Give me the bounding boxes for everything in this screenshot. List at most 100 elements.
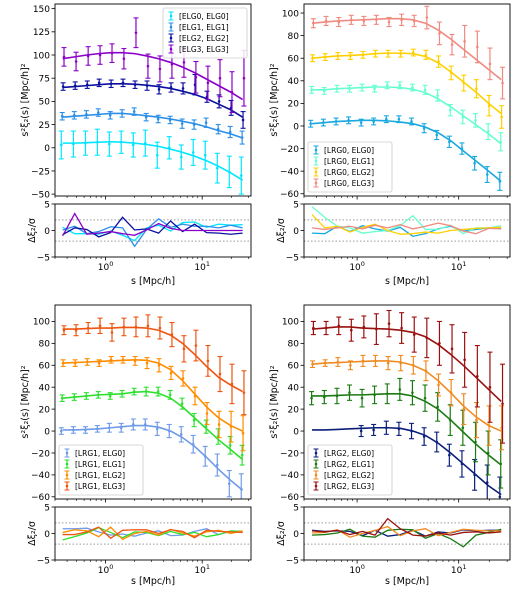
data-point xyxy=(131,143,135,147)
model-line-4 xyxy=(311,326,502,403)
residual-y-tick-label: 0 xyxy=(44,227,50,237)
data-point xyxy=(227,482,231,485)
y-tick-label: −40 xyxy=(280,471,299,481)
residual-y-axis-label: Δξ₂/σ xyxy=(27,521,38,546)
data-point xyxy=(400,326,403,330)
data-point xyxy=(424,53,428,57)
legend-label: [LRG2, ELG0] xyxy=(324,449,374,458)
residual-line-3 xyxy=(311,214,502,235)
data-point xyxy=(449,391,453,394)
y-tick-label: 60 xyxy=(288,362,300,372)
residual-line-4 xyxy=(62,526,243,540)
data-point xyxy=(450,43,454,46)
model-line-3 xyxy=(311,52,502,115)
y-tick-label: 20 xyxy=(288,405,300,415)
y-tick-label: −40 xyxy=(280,167,299,177)
data-point xyxy=(145,84,149,87)
y-tick-label: 80 xyxy=(288,340,300,350)
data-point xyxy=(179,155,183,159)
data-point xyxy=(157,363,161,367)
data-point xyxy=(349,54,352,58)
legend-label: [LRG0, ELG3] xyxy=(324,179,374,188)
data-point xyxy=(242,76,246,80)
data-point xyxy=(85,83,89,86)
data-point xyxy=(191,442,195,446)
data-point xyxy=(73,361,77,365)
data-point xyxy=(84,141,87,145)
data-point xyxy=(182,347,186,351)
data-point xyxy=(349,363,352,367)
model-line-3 xyxy=(311,360,502,432)
data-point xyxy=(463,39,466,43)
data-point xyxy=(374,52,377,55)
data-point xyxy=(385,84,389,87)
data-point xyxy=(412,19,416,23)
legend-marker-point xyxy=(314,181,318,185)
legend-label: [LRG2, ELG2] xyxy=(324,471,374,480)
data-point xyxy=(230,90,234,94)
residual-axes-frame xyxy=(303,203,511,258)
legend-marker-point xyxy=(169,47,173,51)
data-point xyxy=(143,423,147,426)
data-point xyxy=(145,361,149,365)
data-point xyxy=(485,173,489,176)
data-point xyxy=(216,127,220,131)
data-point xyxy=(155,427,159,431)
x-tick-label: 101 xyxy=(451,563,467,576)
model-line-3 xyxy=(62,82,244,118)
data-point xyxy=(435,440,439,444)
data-point xyxy=(62,55,66,59)
data-point xyxy=(182,61,186,64)
data-point xyxy=(373,87,376,91)
data-point xyxy=(241,431,245,435)
data-point xyxy=(385,392,389,396)
data-point xyxy=(337,324,341,328)
data-point xyxy=(110,331,114,334)
data-point xyxy=(169,86,173,89)
data-point xyxy=(241,118,245,122)
data-point xyxy=(240,453,244,457)
data-point xyxy=(132,110,136,113)
data-point xyxy=(486,451,490,455)
data-point xyxy=(410,120,413,123)
y-tick-label: −40 xyxy=(31,471,50,481)
data-point xyxy=(193,394,197,398)
legend-label: [ELG2, ELG2] xyxy=(179,34,229,43)
data-point xyxy=(373,393,376,397)
residual-plot-area xyxy=(304,206,510,242)
y-tick-label: 100 xyxy=(282,318,299,328)
data-point xyxy=(348,87,351,91)
data-point xyxy=(144,390,148,393)
data-point xyxy=(121,358,125,362)
data-point xyxy=(501,81,504,85)
y-tick-label: 0 xyxy=(44,427,50,437)
data-point xyxy=(98,324,102,328)
data-point xyxy=(156,117,160,121)
data-point xyxy=(473,161,476,165)
legend-frame xyxy=(307,444,393,496)
y-tick-label: −60 xyxy=(280,493,299,503)
data-point xyxy=(412,363,415,367)
x-tick-label: 101 xyxy=(194,563,210,576)
legend-marker-point xyxy=(65,473,69,477)
legend-marker-point xyxy=(314,484,318,488)
data-point xyxy=(385,117,388,121)
data-point xyxy=(437,60,440,63)
data-point xyxy=(387,20,391,24)
data-point xyxy=(120,112,124,115)
residual-y-tick-label: −5 xyxy=(37,253,50,263)
data-point xyxy=(192,123,196,126)
data-point xyxy=(72,114,76,117)
data-point xyxy=(133,359,137,363)
data-point xyxy=(425,16,429,19)
data-point xyxy=(312,21,315,25)
x-axis-label: s [Mpc/h] xyxy=(131,576,175,587)
y-tick-label: 100 xyxy=(33,318,50,328)
residual-y-tick-label: −5 xyxy=(286,253,299,263)
data-point xyxy=(359,121,363,124)
residual-plot-area xyxy=(304,517,510,548)
model-line-1 xyxy=(311,119,502,182)
data-point xyxy=(143,141,147,145)
y-tick-label: −25 xyxy=(31,167,50,177)
data-point xyxy=(96,393,100,397)
